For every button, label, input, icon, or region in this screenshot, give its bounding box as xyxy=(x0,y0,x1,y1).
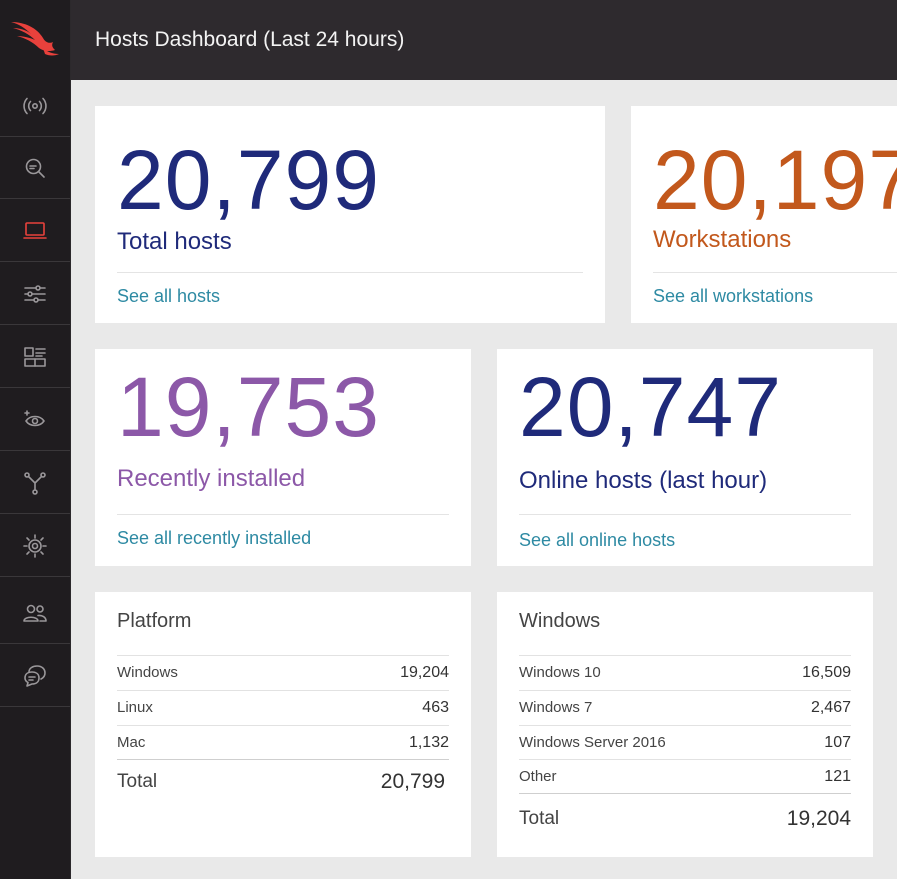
workstations-card: 20,197 Workstations See all workstations xyxy=(631,106,897,323)
windows-card: Windows Windows 10 16,509 Windows 7 2,46… xyxy=(497,592,873,857)
row-value: 463 xyxy=(422,698,449,716)
nav-item-hosts[interactable] xyxy=(0,200,70,262)
table-row: Windows 7 2,467 xyxy=(519,690,851,724)
row-label: Windows xyxy=(117,664,178,681)
row-value: 19,204 xyxy=(400,663,449,681)
divider xyxy=(519,514,851,515)
nav-item-investigate[interactable] xyxy=(0,137,70,199)
users-icon xyxy=(23,604,47,622)
intelligence-target-icon xyxy=(23,533,47,558)
total-row: Total 20,799 xyxy=(117,759,449,803)
support-chat-icon xyxy=(24,664,46,687)
platform-card: Platform Windows 19,204 Linux 463 Mac 1,… xyxy=(95,592,471,857)
row-label: Linux xyxy=(117,699,153,716)
row-value: 2,467 xyxy=(810,698,851,716)
nav-item-activity[interactable] xyxy=(0,75,70,137)
row-value: 121 xyxy=(824,767,851,785)
recently-installed-value: 19,753 xyxy=(117,360,380,454)
table-row: Linux 463 xyxy=(117,690,449,724)
row-label: Other xyxy=(519,768,557,785)
nav-item-users[interactable] xyxy=(0,582,70,644)
nav-item-support[interactable] xyxy=(0,645,70,707)
sidebar xyxy=(0,0,71,879)
row-label: Mac xyxy=(117,734,146,751)
nav-item-network[interactable] xyxy=(0,452,70,514)
divider xyxy=(117,514,449,515)
total-hosts-value: 20,799 xyxy=(117,133,380,227)
table-row: Mac 1,132 xyxy=(117,725,449,759)
platform-title: Platform xyxy=(117,610,192,632)
nav-item-spotlight[interactable] xyxy=(0,389,70,451)
divider xyxy=(653,272,897,273)
total-hosts-label: Total hosts xyxy=(117,228,232,255)
workstations-label: Workstations xyxy=(653,226,792,253)
top-bar: Hosts Dashboard (Last 24 hours) xyxy=(71,0,897,80)
see-all-online-hosts-link[interactable]: See all online hosts xyxy=(519,530,676,550)
dashboards-icon xyxy=(24,346,46,367)
table-row: Windows 10 16,509 xyxy=(519,655,851,689)
online-hosts-value: 20,747 xyxy=(519,360,782,454)
online-hosts-label: Online hosts (last hour) xyxy=(519,467,768,494)
table-row: Other 121 xyxy=(519,759,851,793)
row-value: 16,509 xyxy=(802,663,851,681)
page-title: Hosts Dashboard (Last 24 hours) xyxy=(95,28,405,51)
total-hosts-card: 20,799 Total hosts See all hosts xyxy=(95,106,605,323)
configuration-sliders-icon xyxy=(24,284,46,303)
nav-item-intelligence[interactable] xyxy=(0,515,70,577)
total-row: Total 19,204 xyxy=(519,793,851,843)
falcon-logo[interactable] xyxy=(0,0,70,75)
divider xyxy=(117,272,583,273)
see-all-workstations-link[interactable]: See all workstations xyxy=(653,286,814,306)
total-label: Total xyxy=(117,770,158,792)
table-row: Windows 19,204 xyxy=(117,655,449,689)
row-label: Windows 10 xyxy=(519,664,601,681)
online-hosts-card: 20,747 Online hosts (last hour) See all … xyxy=(497,349,873,566)
total-value: 20,799 xyxy=(380,769,445,793)
see-all-hosts-link[interactable]: See all hosts xyxy=(117,286,221,306)
recently-installed-card: 19,753 Recently installed See all recent… xyxy=(95,349,471,566)
nav-item-dashboards[interactable] xyxy=(0,326,70,388)
total-value: 19,204 xyxy=(786,806,851,830)
workstations-value: 20,197 xyxy=(653,133,897,227)
falcon-logo-icon xyxy=(11,21,59,55)
row-value: 107 xyxy=(824,733,851,751)
network-nodes-icon xyxy=(24,471,46,495)
total-label: Total xyxy=(519,807,560,829)
hosts-monitor-icon xyxy=(23,221,47,239)
recently-installed-label: Recently installed xyxy=(117,465,306,492)
nav-item-configuration[interactable] xyxy=(0,263,70,325)
row-value: 1,132 xyxy=(408,733,449,751)
investigate-icon xyxy=(25,158,45,178)
spotlight-eye-icon xyxy=(24,409,45,426)
table-row: Windows Server 2016 107 xyxy=(519,725,851,759)
row-label: Windows 7 xyxy=(519,699,593,716)
row-label: Windows Server 2016 xyxy=(519,734,666,751)
activity-signal-icon xyxy=(23,97,47,114)
see-all-recently-installed-link[interactable]: See all recently installed xyxy=(117,528,312,548)
windows-title: Windows xyxy=(519,610,601,632)
